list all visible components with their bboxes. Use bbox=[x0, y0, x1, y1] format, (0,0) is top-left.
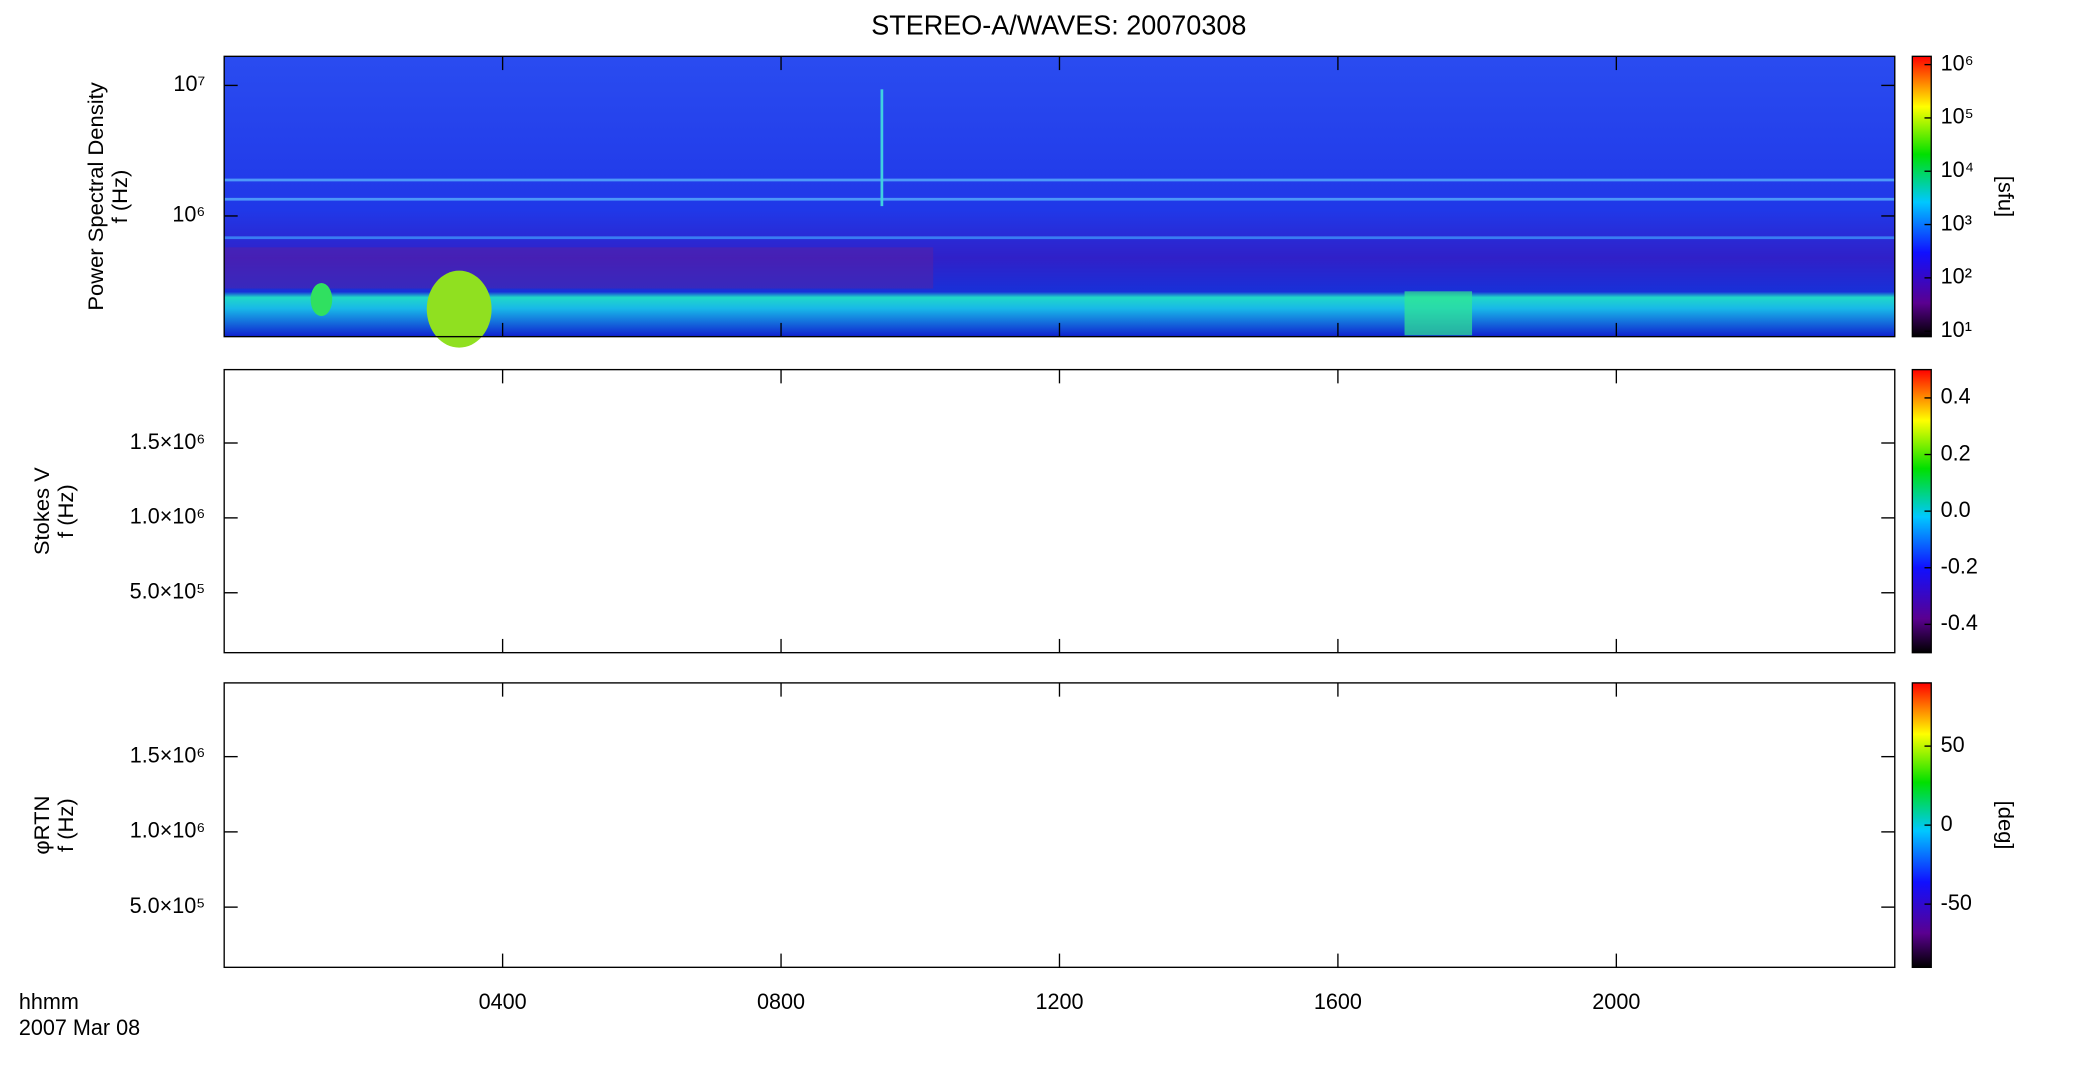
colorbar-tick-label: 0 bbox=[1941, 811, 1953, 836]
y-tick-label: 1.0×10⁶ bbox=[130, 818, 206, 843]
colorbar-tick-label: 0.0 bbox=[1941, 497, 1971, 522]
x-axis-label: 2007 Mar 08 bbox=[19, 1015, 140, 1040]
plot-frame bbox=[223, 682, 1896, 969]
colorbar-tick-label: -0.4 bbox=[1941, 610, 1978, 635]
colorbar-tick-label: -50 bbox=[1941, 890, 1972, 915]
y-tick-label: 5.0×10⁵ bbox=[130, 893, 206, 918]
y-axis-label: f (Hz) bbox=[53, 484, 78, 538]
colorbar-tick-label: 10¹ bbox=[1941, 317, 1972, 342]
colorbar-tick-label: 0.2 bbox=[1941, 440, 1971, 465]
y-tick-label: 5.0×10⁵ bbox=[130, 578, 206, 603]
colorbar-tick-label: 10⁵ bbox=[1941, 104, 1974, 129]
x-tick-label: 0800 bbox=[757, 989, 805, 1014]
plot-frame bbox=[223, 368, 1896, 654]
x-tick-label: 0400 bbox=[479, 989, 527, 1014]
y-axis-label: Power Spectral Density bbox=[83, 82, 108, 310]
x-tick-label: 1200 bbox=[1035, 989, 1083, 1014]
colorbar-tick-label: 0.4 bbox=[1941, 384, 1971, 409]
colorbar-tick-label: 10³ bbox=[1941, 210, 1972, 235]
y-tick-label: 1.5×10⁶ bbox=[130, 429, 206, 454]
y-tick-label: 10⁷ bbox=[173, 71, 205, 96]
y-axis-label: Stokes V bbox=[29, 467, 54, 555]
colorbar-label: [sfu] bbox=[1994, 176, 2019, 218]
colorbar-tick-label: 10² bbox=[1941, 263, 1972, 288]
colorbar-tick-label: 50 bbox=[1941, 732, 1965, 757]
spectrogram-image bbox=[224, 56, 1895, 348]
chart-title: STEREO-A/WAVES: 20070308 bbox=[871, 10, 1246, 41]
y-axis-label: f (Hz) bbox=[53, 798, 78, 852]
colorbar-tick-label: -0.2 bbox=[1941, 553, 1978, 578]
y-axis-label: φRTN bbox=[29, 796, 54, 855]
y-tick-label: 10⁶ bbox=[172, 202, 205, 227]
colorbar bbox=[1911, 55, 1932, 338]
colorbar-tick-label: 10⁶ bbox=[1941, 50, 1974, 75]
x-tick-label: 2000 bbox=[1592, 989, 1640, 1014]
y-axis-label: f (Hz) bbox=[107, 170, 132, 224]
y-tick-label: 1.0×10⁶ bbox=[130, 504, 206, 529]
y-tick-label: 1.5×10⁶ bbox=[130, 742, 206, 767]
colorbar-label: [deg] bbox=[1994, 801, 2019, 850]
colorbar-tick-label: 10⁴ bbox=[1941, 157, 1974, 182]
x-tick-label: 1600 bbox=[1314, 989, 1362, 1014]
x-axis-label: hhmm bbox=[19, 989, 79, 1014]
